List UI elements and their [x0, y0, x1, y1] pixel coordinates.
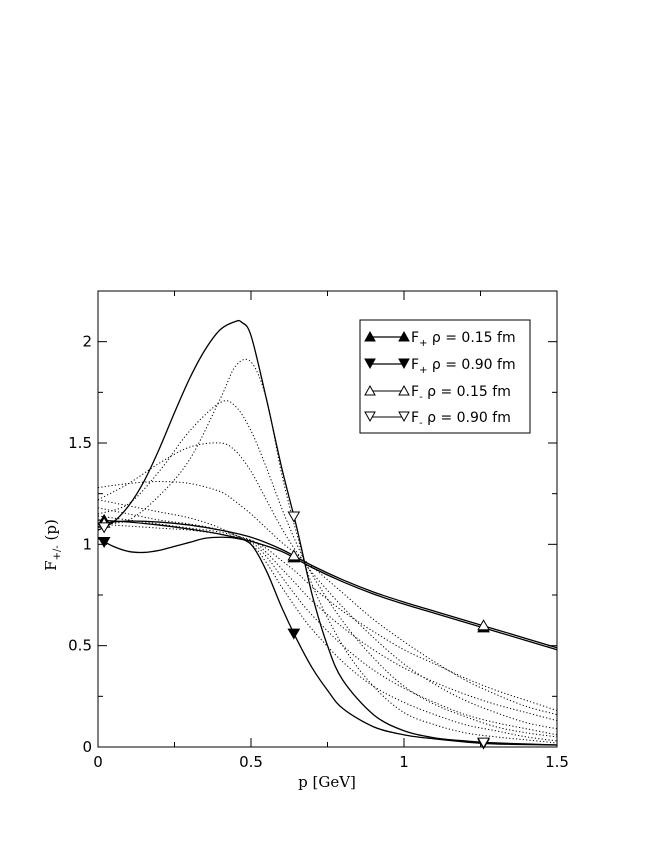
- marker-3-0: [97, 522, 111, 534]
- legend-label-1-sub: +: [419, 338, 427, 349]
- dotted-curve-7: [97, 481, 558, 716]
- legend-entry-3: F- ρ = 0.15 fm: [364, 384, 511, 403]
- dotted-curve-6: [97, 442, 558, 730]
- legend-label-2: F+ ρ = 0.90 fm: [411, 357, 516, 376]
- series-line-2: [97, 520, 558, 649]
- legend-label-1: F+ ρ = 0.15 fm: [411, 330, 516, 349]
- x-tick-label-3: 1.5: [545, 753, 569, 771]
- legend: F+ ρ = 0.15 fm F+ ρ = 0.90 fm F- ρ = 0.1…: [359, 319, 531, 434]
- series-line-1: [97, 536, 558, 746]
- y-tick-label-2: 1: [82, 535, 92, 553]
- legend-label-2-rest: ρ = 0.90 fm: [427, 357, 515, 373]
- open-down-triangle-icon: [398, 411, 410, 423]
- data-markers: [97, 511, 490, 750]
- dotted-curve-8: [97, 499, 558, 742]
- y-axis-label-main: F: [42, 560, 60, 570]
- series-line-0: [97, 519, 558, 651]
- marker-2-1: [287, 549, 301, 561]
- legend-label-2-main: F: [411, 357, 419, 373]
- dotted-curve-11: [97, 523, 558, 711]
- legend-label-2-sub: +: [419, 365, 427, 376]
- y-tick-label-1: 0.5: [68, 637, 92, 655]
- tick-labels: 0 0.5 1 1.5 0 0.5 1 1.5 2: [68, 333, 569, 771]
- dotted-curves: [97, 358, 558, 744]
- legend-label-3: F- ρ = 0.15 fm: [411, 384, 511, 403]
- legend-label-3-main: F: [411, 384, 419, 400]
- marker-3-1: [287, 511, 301, 523]
- y-axis-label-text: F+/- (p): [42, 519, 63, 571]
- open-up-triangle-icon: [398, 384, 410, 396]
- legend-entry-2: F+ ρ = 0.90 fm: [364, 357, 516, 376]
- legend-label-1-main: F: [411, 330, 419, 346]
- solid-curves: [97, 319, 558, 746]
- filled-up-triangle-icon: [398, 330, 410, 342]
- legend-label-3-sub: -: [419, 392, 423, 403]
- y-tick-label-4: 2: [82, 333, 92, 351]
- y-axis-label-sub: +/-: [52, 545, 63, 560]
- legend-label-4-rest: ρ = 0.90 fm: [423, 410, 511, 426]
- y-axis-label-arg: (p): [42, 519, 60, 545]
- series-line-3: [97, 319, 558, 746]
- y-axis-label: F+/- (p): [42, 519, 63, 571]
- marker-1-1: [287, 628, 301, 640]
- plot-frame: [97, 290, 558, 748]
- dotted-curve-9: [97, 507, 558, 736]
- open-down-triangle-icon: [364, 411, 376, 423]
- filled-down-triangle-icon: [364, 358, 376, 370]
- legend-label-4-sub: -: [419, 418, 423, 429]
- marker-2-2: [477, 619, 490, 631]
- legend-entry-4: F- ρ = 0.90 fm: [364, 410, 511, 429]
- legend-entry-1: F+ ρ = 0.15 fm: [364, 330, 516, 349]
- dotted-curve-5: [97, 400, 558, 738]
- legend-box: [359, 319, 531, 434]
- legend-label-4-main: F: [411, 410, 419, 426]
- y-tick-label-0: 0: [82, 738, 92, 756]
- x-tick-label-2: 1: [399, 753, 409, 771]
- filled-up-triangle-icon: [364, 330, 376, 342]
- y-tick-label-3: 1.5: [68, 434, 92, 452]
- x-tick-label-0: 0: [93, 753, 103, 771]
- legend-label-4: F- ρ = 0.90 fm: [411, 410, 511, 429]
- legend-label-3-rest: ρ = 0.15 fm: [423, 384, 511, 400]
- filled-down-triangle-icon: [398, 358, 410, 370]
- x-tick-label-1: 0.5: [239, 753, 263, 771]
- x-axis-label: p [GeV]: [298, 773, 356, 791]
- legend-label-1-rest: ρ = 0.15 fm: [427, 330, 515, 346]
- marker-1-0: [97, 537, 111, 548]
- open-up-triangle-icon: [364, 384, 376, 396]
